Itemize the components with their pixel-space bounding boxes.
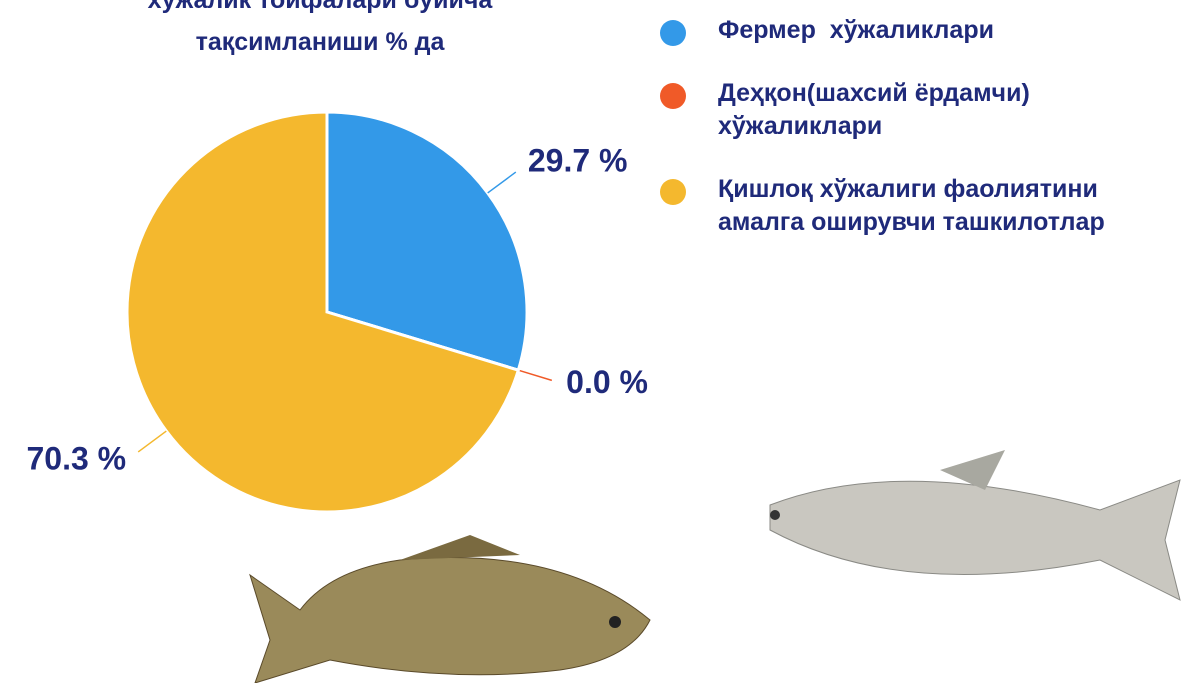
chart-title: тақсимланиши % да bbox=[195, 28, 445, 56]
legend-item: Фермер хўжаликлари bbox=[660, 14, 1180, 47]
pie-slice bbox=[125, 110, 521, 514]
data-label: 0.0 % bbox=[566, 364, 648, 400]
data-label: 70.3 % bbox=[27, 440, 127, 476]
chart-title: хўжалик тоифалари бўйича bbox=[147, 0, 493, 14]
legend-label: Деҳқон(шахсий ёрдамчи) хўжаликлари bbox=[718, 79, 1030, 140]
legend-swatch bbox=[660, 179, 686, 205]
fish-grass-carp bbox=[769, 450, 1181, 601]
legend-label: Фермер хўжаликлари bbox=[718, 16, 994, 44]
legend-item: Қишлоқ хўжалиги фаолиятини амалга оширув… bbox=[660, 173, 1180, 239]
leader-line bbox=[518, 369, 553, 382]
legend-swatch bbox=[660, 83, 686, 109]
legend-item: Деҳқон(шахсий ёрдамчи) хўжаликлари bbox=[660, 77, 1180, 143]
pie-slice bbox=[325, 110, 529, 373]
legend: Фермер хўжаликлари Деҳқон(шахсий ёрдамчи)… bbox=[660, 14, 1180, 269]
data-label: 29.7 % bbox=[528, 143, 628, 179]
leader-line bbox=[137, 430, 167, 453]
legend-label: Қишлоқ хўжалиги фаолиятини амалга оширув… bbox=[718, 175, 1105, 236]
fish-carp bbox=[249, 535, 651, 683]
leader-line bbox=[487, 171, 517, 194]
legend-swatch bbox=[660, 20, 686, 46]
